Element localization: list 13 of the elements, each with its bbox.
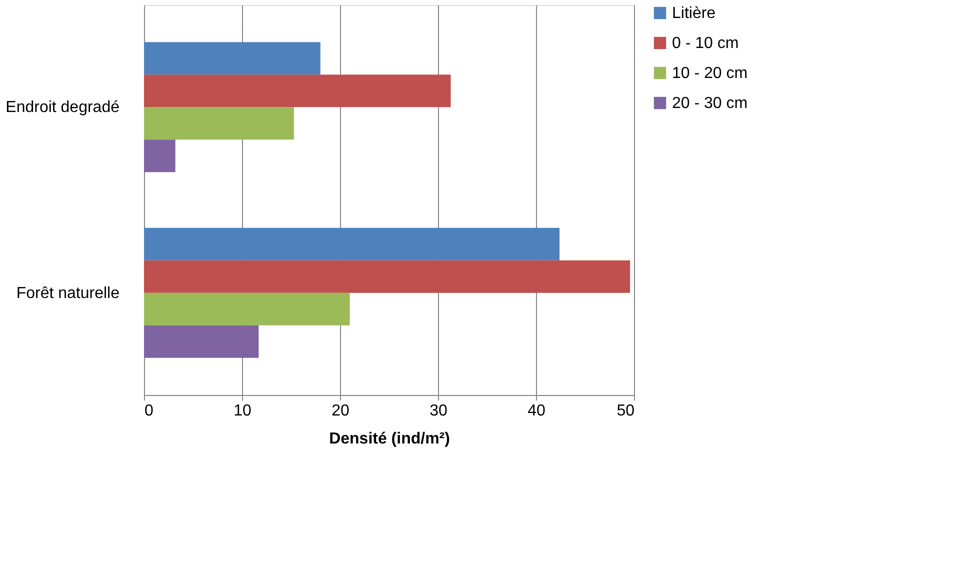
x-tick-label: 10 <box>234 402 252 420</box>
x-tick-label: 40 <box>528 402 546 420</box>
legend-label: 10 - 20 cm <box>672 65 748 82</box>
legend-label: Litière <box>672 5 716 22</box>
legend-label: 0 - 10 cm <box>672 35 739 52</box>
y-tick-label: Forêt naturelle <box>16 284 120 302</box>
legend-label: 20 - 30 cm <box>672 95 748 112</box>
x-axis-title: Densité (ind/m²) <box>329 430 450 448</box>
x-tick-label: 50 <box>616 402 635 420</box>
x-tick-label: 20 <box>332 402 350 420</box>
x-tick-label: 30 <box>430 402 448 420</box>
x-tick-label: 0 <box>144 402 154 420</box>
y-tick-label: Endroit degradé <box>6 99 120 116</box>
